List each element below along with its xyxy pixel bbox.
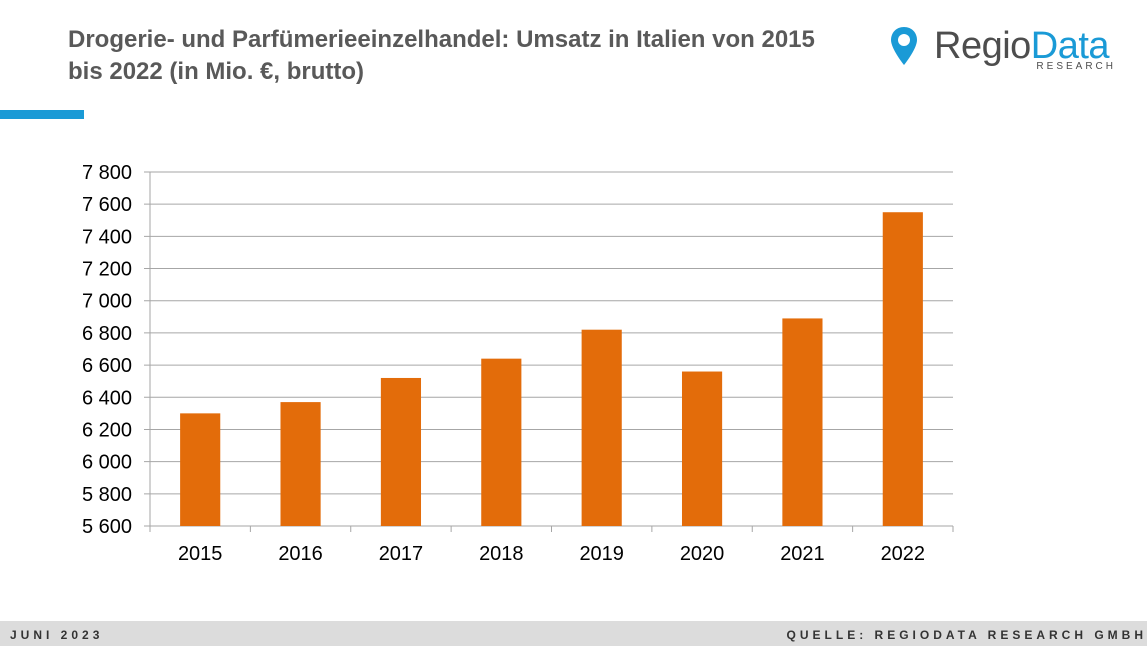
footer-date: JUNI 2023 (10, 628, 104, 642)
y-tick-label: 7 000 (82, 291, 132, 313)
y-tick-label: 5 600 (82, 516, 132, 538)
y-tick-label: 5 800 (82, 484, 132, 506)
x-tick-label: 2015 (178, 543, 223, 565)
logo-word-accent: Data (1030, 25, 1110, 67)
x-tick-label: 2020 (680, 543, 725, 565)
logo-wordmark: RegioData (934, 24, 1110, 68)
y-tick-label: 6 800 (82, 323, 132, 345)
bar-2015 (180, 413, 221, 526)
bar-2020 (681, 371, 723, 526)
y-tick-label: 7 600 (82, 194, 132, 216)
bar-2021 (782, 318, 823, 526)
y-tick-label: 6 000 (82, 452, 132, 474)
y-tick-label: 6 200 (82, 419, 132, 441)
x-tick-label: 2019 (579, 543, 624, 565)
logo-word-main: Regio (934, 25, 1031, 67)
y-tick-label: 7 800 (82, 162, 132, 184)
bar-2022 (882, 212, 923, 526)
x-tick-label: 2018 (479, 543, 524, 565)
bar-2017 (380, 377, 422, 526)
bar-chart: 5 600 5 800 6 000 6 200 6 400 6 600 6 800 7 000… (82, 162, 954, 565)
chart-title: Drogerie- und Parfümerieeinzelhandel: Um… (68, 26, 815, 85)
y-tick-label: 7 400 (82, 226, 132, 248)
x-tick-label: 2022 (881, 543, 926, 565)
y-tick-label: 6 600 (82, 355, 132, 377)
y-tick-label: 6 400 (82, 387, 132, 409)
y-tick-label: 7 200 (82, 259, 132, 281)
bar-2019 (581, 329, 622, 526)
accent-bar (0, 110, 84, 119)
map-pin-icon (891, 27, 917, 65)
bars (180, 212, 923, 526)
bar-2016 (280, 402, 321, 526)
x-axis-ticks: 2015 2016 2017 2018 2019 2020 2021 2022 (178, 543, 925, 565)
x-tick-label: 2021 (780, 543, 825, 565)
regiodata-logo: RegioData RESEARCH (890, 24, 1130, 74)
bar-2018 (481, 358, 522, 526)
footer-bar: JUNI 2023 QUELLE: REGIODATA RESEARCH GMB… (0, 621, 1147, 646)
x-tick-label: 2016 (278, 543, 323, 565)
y-axis-ticks: 5 600 5 800 6 000 6 200 6 400 6 600 6 800 7 000… (82, 162, 132, 538)
x-tick-label: 2017 (379, 543, 424, 565)
footer-source: QUELLE: REGIODATA RESEARCH GMBH (786, 628, 1147, 642)
logo-subtitle: RESEARCH (1036, 61, 1116, 72)
gridlines (144, 171, 954, 532)
